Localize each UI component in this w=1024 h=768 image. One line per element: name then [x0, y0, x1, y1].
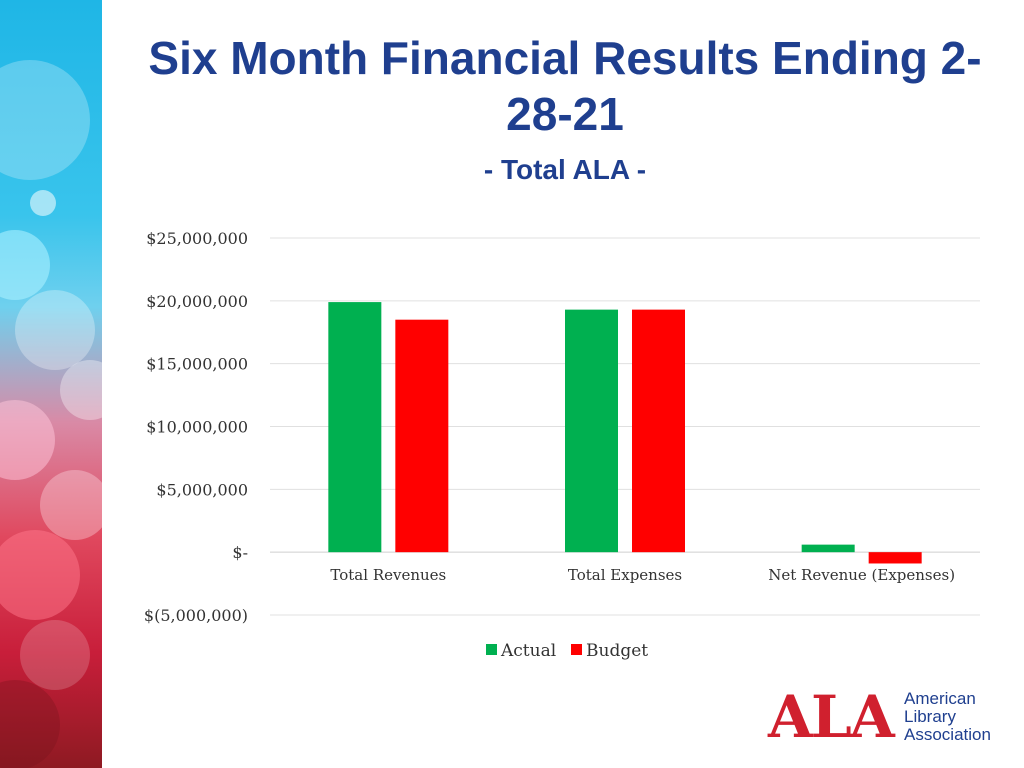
bubble-decoration — [60, 360, 102, 420]
bubble-decoration — [15, 290, 95, 370]
bars — [328, 302, 922, 564]
y-tick-label: $5,000,000 — [156, 480, 248, 499]
bubble-decoration — [30, 190, 56, 216]
legend: Actual Budget — [486, 641, 648, 661]
y-tick-label: $(5,000,000) — [144, 606, 248, 625]
legend-label-budget: Budget — [586, 641, 648, 661]
bar-budget — [395, 319, 449, 553]
y-tick-label: $10,000,000 — [146, 418, 248, 437]
slide-title: Six Month Financial Results Ending 2-28-… — [148, 32, 982, 140]
bar-budget — [868, 552, 922, 564]
bar-actual — [328, 302, 382, 553]
x-category-label: Net Revenue (Expenses) — [768, 566, 955, 584]
logo-mark: ALA — [768, 683, 895, 751]
bubble-decoration — [40, 470, 102, 540]
grid-lines — [270, 237, 980, 616]
ala-logo: ALA American Library Association — [768, 688, 1008, 748]
legend-swatch-budget — [571, 644, 582, 655]
bar-budget — [632, 309, 685, 553]
legend-label-actual: Actual — [500, 641, 556, 661]
y-tick-label: $20,000,000 — [146, 292, 248, 311]
y-tick-label: $25,000,000 — [146, 229, 248, 248]
logo-line-library: Library — [904, 707, 956, 726]
y-tick-label: $15,000,000 — [146, 355, 248, 374]
x-category-label: Total Expenses — [568, 566, 682, 584]
logo-wordmark: American Library Association — [904, 690, 991, 744]
x-axis-labels: Total Revenues Total Expenses Net Revenue … — [330, 566, 955, 584]
logo-line-association: Association — [904, 725, 991, 744]
bar-actual — [565, 309, 618, 553]
y-axis-ticks: $25,000,000 $20,000,000 $15,000,000 $10,000… — [144, 229, 248, 625]
legend-swatch-actual — [486, 644, 497, 655]
bubble-decoration — [20, 620, 90, 690]
y-tick-label: $- — [232, 543, 248, 562]
decorative-side-band — [0, 0, 102, 768]
slide-subtitle: - Total ALA - — [483, 154, 647, 185]
bar-actual — [801, 544, 855, 553]
bubble-decoration — [0, 530, 80, 620]
logo-line-american: American — [904, 689, 976, 708]
x-category-label: Total Revenues — [330, 566, 446, 584]
